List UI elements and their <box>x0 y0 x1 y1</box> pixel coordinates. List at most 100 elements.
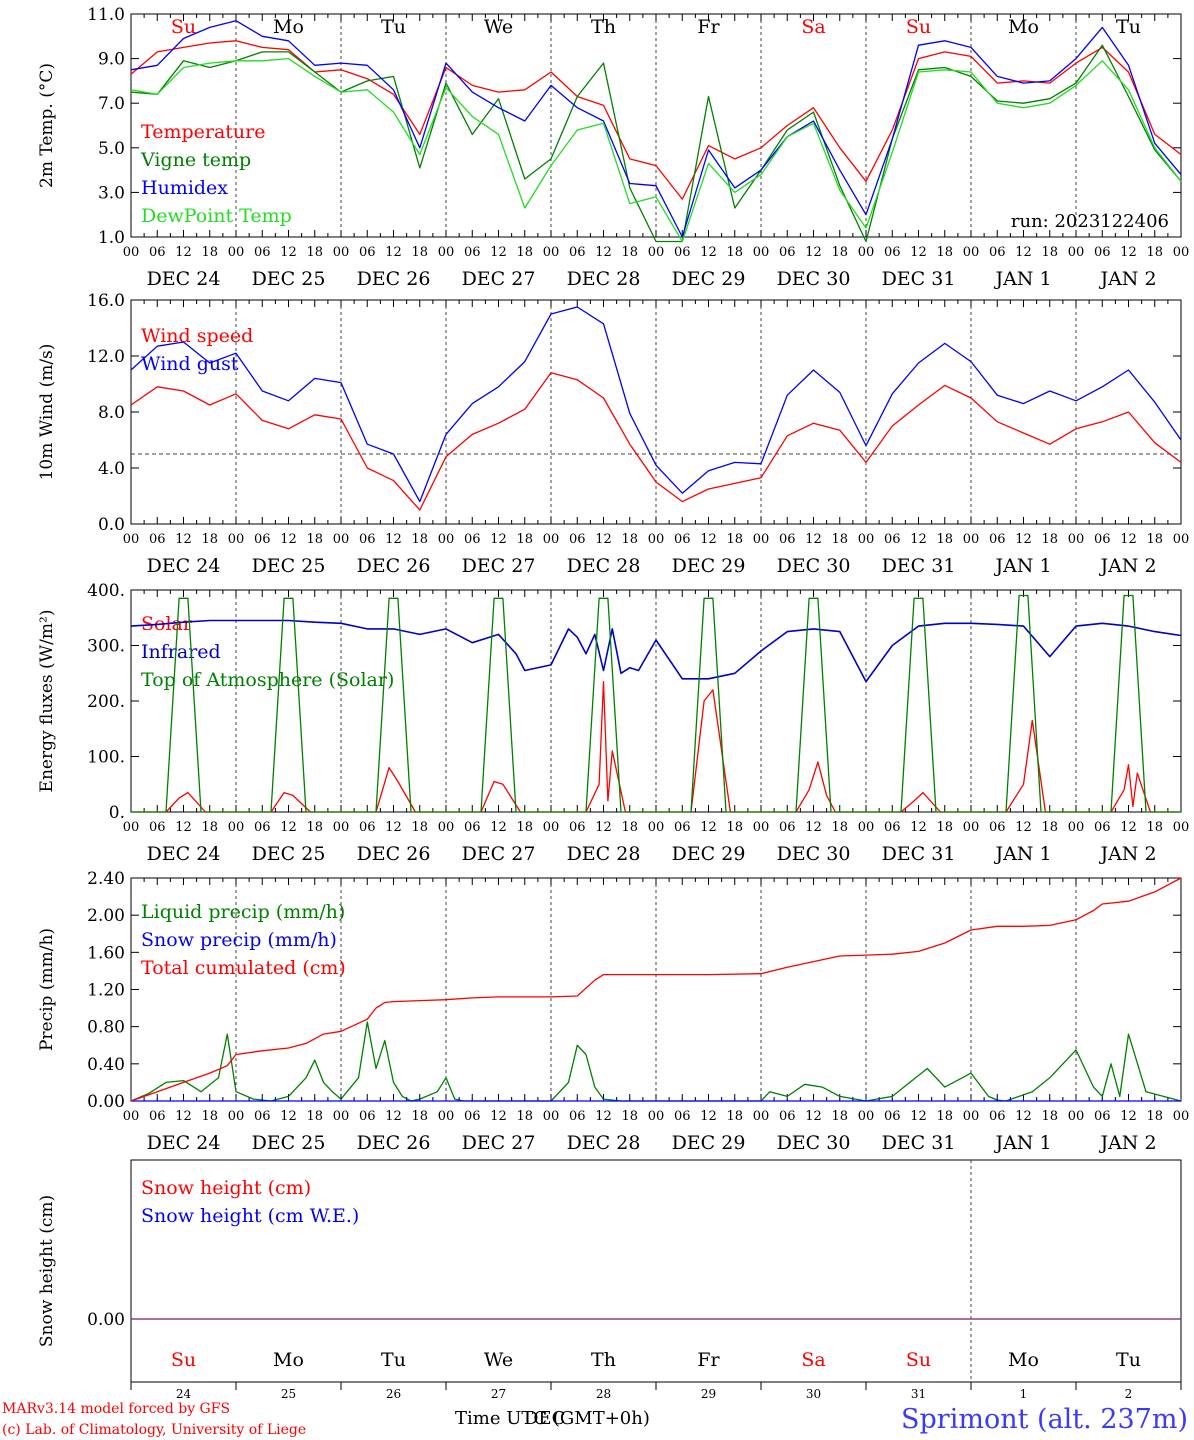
y-tick-label: 16.0 <box>87 291 125 311</box>
y-tick-label: 0. <box>109 803 125 823</box>
hour-tick-label: 06 <box>149 532 166 547</box>
hour-tick-label: 00 <box>1068 532 1085 547</box>
panel-temp: 1.0 3.0 5.0 7.0 9.0 11.0 2m Temp. (°C) Temperat… <box>37 5 1189 290</box>
date-label: DEC 24 <box>147 268 221 290</box>
hour-tick-label: 06 <box>569 1109 586 1124</box>
date-label: DEC 28 <box>567 1132 641 1154</box>
hour-tick-label: 18 <box>201 1109 218 1124</box>
date-label: DEC 30 <box>777 268 851 290</box>
hour-tick-label: 18 <box>306 245 323 260</box>
date-label: DEC 26 <box>357 1132 431 1154</box>
hour-tick-label: 00 <box>753 532 770 547</box>
y-tick-label: 100. <box>87 748 125 768</box>
hour-tick-label: 12 <box>805 820 822 835</box>
weekday-label: Tu <box>381 1349 406 1371</box>
panel-wind: 0.0 4.0 8.0 12.0 16.0 10m Wind (m/s) Wind spee… <box>37 291 1189 577</box>
weekday-label: Tu <box>381 16 406 38</box>
hour-tick-label: 00 <box>858 245 875 260</box>
hour-tick-label: 06 <box>254 1109 271 1124</box>
weekday-label: Mo <box>273 16 304 38</box>
hour-tick-label: 06 <box>884 245 901 260</box>
hour-tick-label: 00 <box>858 1109 875 1124</box>
hour-tick-label: 18 <box>726 245 743 260</box>
date-label: JAN 2 <box>1098 843 1156 865</box>
date-label: DEC 24 <box>147 555 221 577</box>
hour-tick-label: 00 <box>858 532 875 547</box>
day-number-label: 25 <box>281 1387 296 1401</box>
hour-tick-label: 12 <box>1015 532 1032 547</box>
hour-tick-label: 18 <box>1146 245 1163 260</box>
hour-tick-label: 18 <box>201 532 218 547</box>
hour-tick-label: 06 <box>779 245 796 260</box>
day-number-label: 27 <box>491 1387 506 1401</box>
hour-tick-label: 12 <box>490 245 507 260</box>
hour-tick-label: 12 <box>910 245 927 260</box>
hour-tick-label: 06 <box>779 1109 796 1124</box>
hour-tick-label: 18 <box>1041 245 1058 260</box>
run-label: run: 2023122406 <box>1011 211 1169 232</box>
legend-entry: Total cumulated (cm) <box>141 957 346 979</box>
hour-tick-label: 00 <box>543 820 560 835</box>
hour-tick-label: 06 <box>884 820 901 835</box>
day-number-label: 28 <box>596 1387 611 1401</box>
weekday-label: Th <box>591 16 616 38</box>
hour-tick-label: 12 <box>700 820 717 835</box>
hour-tick-label: 00 <box>1068 245 1085 260</box>
legend-entry: Temperature <box>141 121 265 143</box>
hour-tick-label: 18 <box>621 1109 638 1124</box>
y-tick-label: 3.0 <box>98 183 125 203</box>
panel-snow: 0.00 Snow height (cm) Snow height (cm) Snow… <box>37 1159 1182 1401</box>
hour-tick-label: 12 <box>910 820 927 835</box>
hour-tick-label: 12 <box>1120 1109 1137 1124</box>
series-line <box>130 877 1182 1102</box>
date-label: DEC 30 <box>777 1132 851 1154</box>
date-label: DEC 27 <box>462 1132 536 1154</box>
hour-tick-label: 12 <box>280 820 297 835</box>
hour-tick-label: 06 <box>989 245 1006 260</box>
hour-tick-label: 00 <box>438 532 455 547</box>
y-axis-label: Snow height (cm) <box>37 1195 57 1347</box>
hour-tick-label: 18 <box>1041 820 1058 835</box>
legend-entry: Humidex <box>141 177 228 199</box>
y-tick-label: 11.0 <box>87 5 125 25</box>
legend-entry: Wind gust <box>141 353 239 375</box>
hour-tick-label: 18 <box>516 532 533 547</box>
hour-tick-label: 00 <box>123 532 140 547</box>
y-tick-label: 400. <box>87 581 125 601</box>
hour-tick-label: 00 <box>438 245 455 260</box>
day-number-label: 26 <box>386 1387 401 1401</box>
date-label: JAN 2 <box>1098 1132 1156 1154</box>
date-label: DEC 25 <box>252 1132 326 1154</box>
hour-tick-label: 06 <box>779 820 796 835</box>
y-tick-label: 2.40 <box>87 869 125 889</box>
legend-entry: Liquid precip (mm/h) <box>141 901 345 923</box>
y-tick-label: 9.0 <box>98 50 125 70</box>
hour-tick-label: 12 <box>1015 1109 1032 1124</box>
hour-tick-label: 18 <box>726 1109 743 1124</box>
hour-tick-label: 00 <box>753 245 770 260</box>
panel-precip: 0.00 0.40 0.80 1.20 1.60 2.00 2.40 Precip (mm/h… <box>37 869 1189 1154</box>
hour-tick-label: 06 <box>1094 245 1111 260</box>
hour-tick-label: 00 <box>858 820 875 835</box>
hour-tick-label: 18 <box>1146 1109 1163 1124</box>
date-label: JAN 2 <box>1098 268 1156 290</box>
hour-tick-label: 12 <box>175 532 192 547</box>
date-label: DEC 29 <box>672 555 746 577</box>
hour-tick-label: 18 <box>831 1109 848 1124</box>
hour-tick-label: 18 <box>831 532 848 547</box>
date-label: DEC 26 <box>357 268 431 290</box>
hour-tick-label: 00 <box>123 820 140 835</box>
y-tick-label: 1.20 <box>87 981 125 1001</box>
date-label: JAN 1 <box>993 1132 1051 1154</box>
date-label: DEC 27 <box>462 555 536 577</box>
hour-tick-label: 00 <box>228 245 245 260</box>
hour-tick-label: 12 <box>175 1109 192 1124</box>
date-label: DEC 31 <box>882 843 956 865</box>
date-label: DEC 25 <box>252 268 326 290</box>
hour-tick-label: 12 <box>385 532 402 547</box>
hour-tick-label: 00 <box>1068 820 1085 835</box>
hour-tick-label: 12 <box>700 1109 717 1124</box>
hour-tick-label: 00 <box>333 245 350 260</box>
y-tick-label: 8.0 <box>98 403 125 423</box>
